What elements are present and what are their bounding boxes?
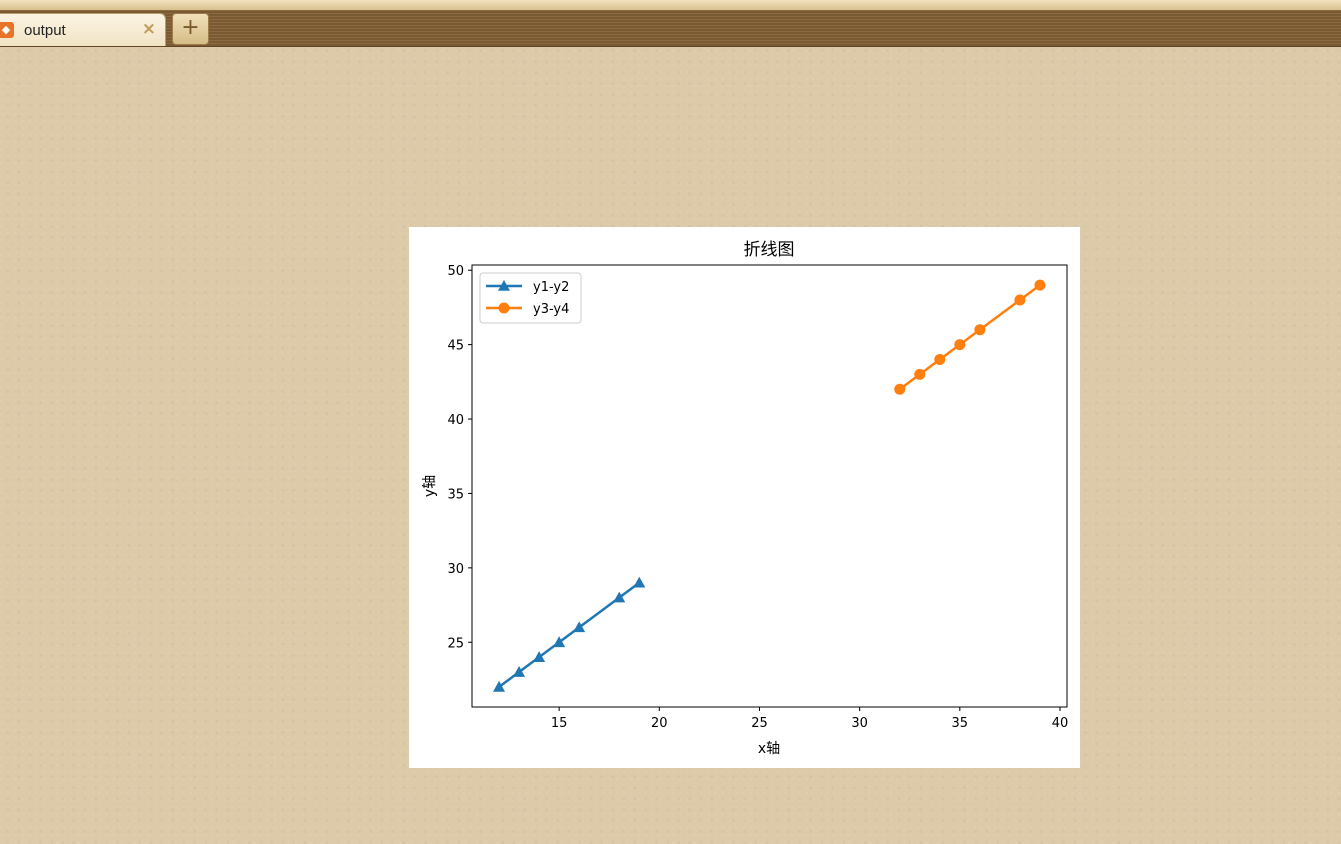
data-point (493, 680, 506, 692)
x-tick-label: 20 (651, 716, 668, 731)
y-tick-label: 35 (447, 487, 464, 502)
data-point (1014, 294, 1026, 306)
window-top-edge (0, 0, 1341, 10)
legend-marker (498, 302, 510, 314)
x-axis-label: x轴 (758, 741, 780, 757)
y-axis-ticks: 25 30 35 40 45 50 (447, 264, 472, 651)
data-point (573, 621, 586, 633)
data-point (533, 651, 546, 662)
legend-label: y3-y4 (533, 302, 569, 317)
data-point (1034, 279, 1046, 291)
tab-title: output (24, 22, 66, 39)
x-tick-label: 30 (851, 716, 868, 731)
y-tick-label: 40 (447, 413, 464, 428)
legend: y1-y2 y3-y4 (479, 272, 582, 324)
app-logo-icon: ◆ (0, 22, 14, 38)
data-point (633, 576, 646, 588)
y-tick-label: 50 (447, 264, 464, 279)
close-icon[interactable]: × (141, 19, 156, 39)
data-point (954, 339, 966, 351)
plot-area (471, 264, 1068, 708)
y-tick-label: 25 (447, 636, 464, 651)
x-tick-label: 15 (551, 716, 568, 731)
legend-label: y1-y2 (533, 280, 569, 295)
x-tick-label: 25 (751, 716, 768, 731)
chart-title: 折线图 (744, 240, 795, 260)
data-point (934, 354, 946, 366)
data-point (513, 666, 526, 677)
data-point (553, 636, 566, 648)
legend-marker (498, 280, 510, 291)
series-layer (493, 279, 1046, 692)
y-tick-label: 30 (447, 562, 464, 577)
data-point (914, 368, 926, 380)
tab-strip (0, 10, 1341, 47)
chart-figure: 折线图 15 20 25 30 35 40 25 30 35 40 45 50 x轴 y轴 y1-y… (409, 227, 1080, 768)
line-chart: 折线图 15 20 25 30 35 40 25 30 35 40 45 50 x轴 y轴 y1-y… (422, 240, 1068, 757)
x-tick-label: 35 (952, 716, 969, 731)
data-point (974, 324, 986, 336)
data-point (894, 383, 906, 395)
tab-output[interactable]: ◆ output × (0, 13, 166, 46)
new-tab-button[interactable]: + (172, 13, 209, 45)
y-tick-label: 45 (447, 339, 464, 354)
y-axis-label: y轴 (422, 475, 438, 497)
data-point (613, 591, 626, 603)
x-axis-ticks: 15 20 25 30 35 40 (551, 707, 1068, 731)
x-tick-label: 40 (1052, 716, 1069, 731)
